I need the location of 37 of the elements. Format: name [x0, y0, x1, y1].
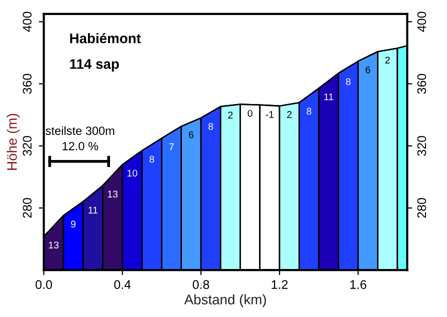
- band-label: 2: [228, 112, 233, 118]
- x-tick-label: 0.4: [114, 280, 131, 289]
- band-label: 6: [188, 131, 194, 138]
- x-axis-title: Abstand (km): [184, 294, 266, 308]
- x-tick-label: 1.6: [350, 280, 366, 289]
- y2-tick-label: 400: [417, 12, 426, 32]
- annotation: 12.0 %: [62, 142, 98, 150]
- y2-tick-label: 320: [417, 136, 426, 156]
- band-label: 11: [324, 93, 334, 100]
- band-label: 8: [346, 78, 351, 86]
- band-label: 13: [108, 190, 118, 198]
- band-label: 2: [385, 56, 390, 64]
- band-label: 8: [150, 156, 154, 163]
- y-tick-label: 320: [22, 136, 32, 156]
- text: 114 sap: [70, 59, 119, 72]
- band-label: 10: [128, 170, 138, 177]
- band-label: 13: [48, 242, 59, 248]
- band-label: 7: [169, 143, 174, 150]
- band-label: 8: [208, 122, 214, 130]
- band-label: 8: [306, 108, 312, 115]
- x-tick-label: 0.0: [36, 280, 52, 289]
- y-tick-label: 280: [22, 198, 32, 218]
- band-label: 9: [71, 220, 76, 228]
- y2-tick-label: 280: [417, 198, 426, 218]
- band-label: 2: [287, 111, 292, 118]
- y-axis-title: Höhe (m): [6, 114, 20, 170]
- band-label: 6: [366, 66, 370, 74]
- text: Habiémont: [70, 32, 141, 44]
- band-label: 11: [88, 206, 98, 214]
- y2-tick-label: 360: [417, 74, 426, 94]
- y-tick-label: 400: [22, 12, 32, 32]
- y-tick-label: 360: [22, 74, 32, 94]
- x-tick-label: 0.8: [192, 280, 210, 289]
- band-label: -1: [266, 111, 274, 118]
- band-label: 0: [248, 110, 252, 117]
- x-tick-label: 1.2: [272, 280, 288, 289]
- annotation: steilste 300m: [46, 126, 114, 135]
